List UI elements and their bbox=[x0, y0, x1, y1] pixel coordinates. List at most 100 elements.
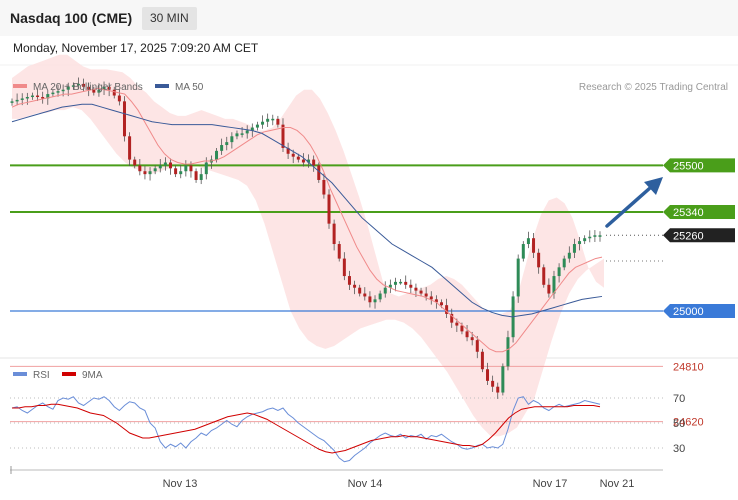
candle bbox=[261, 115, 265, 129]
ma20-legend-swatch bbox=[13, 84, 27, 88]
candle bbox=[128, 132, 132, 166]
candle bbox=[271, 114, 275, 126]
candle bbox=[557, 263, 561, 283]
legend-rsi-label: RSI bbox=[33, 370, 50, 381]
candle bbox=[317, 162, 321, 183]
candle bbox=[368, 291, 372, 308]
candle bbox=[281, 118, 285, 153]
candle bbox=[516, 254, 520, 303]
candle bbox=[10, 98, 14, 106]
candle bbox=[255, 121, 259, 131]
candle bbox=[158, 159, 162, 173]
legend-ma20-label: MA 20 + Bollinger Bands bbox=[33, 82, 143, 93]
candle bbox=[526, 231, 530, 249]
credit-label: Research © 2025 Trading Central bbox=[579, 82, 728, 93]
level-tag-text: 25260 bbox=[673, 230, 704, 242]
candle bbox=[598, 231, 602, 242]
candle bbox=[179, 164, 183, 179]
legend-rsi-ma-label: 9MA bbox=[82, 370, 103, 381]
bollinger-band bbox=[12, 54, 604, 437]
candle bbox=[327, 189, 331, 229]
candle bbox=[296, 153, 300, 163]
level-tag-text: 25500 bbox=[673, 160, 704, 172]
candle bbox=[82, 78, 86, 93]
candle bbox=[245, 125, 249, 139]
candle bbox=[342, 252, 346, 281]
candle bbox=[322, 173, 326, 199]
candle bbox=[148, 167, 152, 181]
candle bbox=[163, 157, 167, 171]
level-tag-25500: 25500 bbox=[663, 158, 735, 173]
instrument-title: Nasdaq 100 (CME) bbox=[10, 10, 133, 26]
candle bbox=[537, 248, 541, 274]
candle bbox=[76, 77, 80, 90]
timeframe-badge[interactable]: 30 MIN bbox=[142, 7, 197, 30]
candle bbox=[593, 230, 597, 242]
candle bbox=[445, 298, 449, 318]
x-tick-label: Nov 14 bbox=[348, 478, 383, 490]
candle bbox=[133, 156, 137, 169]
candle bbox=[337, 241, 341, 262]
candle bbox=[332, 219, 336, 251]
candle bbox=[399, 278, 403, 285]
candle bbox=[184, 160, 188, 177]
level-tag-25340: 25340 bbox=[663, 205, 735, 219]
candle bbox=[71, 82, 75, 90]
candle bbox=[562, 255, 566, 271]
candle bbox=[102, 81, 106, 95]
candle bbox=[465, 324, 469, 342]
level-tag-text: 25340 bbox=[673, 207, 704, 219]
candle bbox=[532, 232, 536, 259]
rsi-ma-line bbox=[12, 403, 601, 454]
candle bbox=[276, 115, 280, 128]
candle bbox=[312, 155, 316, 172]
candle bbox=[92, 86, 96, 96]
candle bbox=[138, 159, 142, 176]
candle bbox=[41, 91, 45, 104]
header-bar: Nasdaq 100 (CME) 30 MIN bbox=[0, 0, 738, 36]
level-tag-25000: 25000 bbox=[663, 304, 735, 318]
candle bbox=[87, 82, 91, 97]
candle bbox=[30, 92, 34, 100]
x-tick-label: Nov 21 bbox=[600, 478, 635, 490]
candle bbox=[174, 165, 178, 178]
x-tick-label: Nov 13 bbox=[163, 478, 198, 490]
candle bbox=[383, 281, 387, 298]
candle bbox=[122, 96, 126, 142]
candle bbox=[496, 382, 500, 399]
candle bbox=[373, 295, 377, 309]
candle bbox=[378, 290, 382, 303]
ma20-line bbox=[11, 87, 603, 353]
level-tag-text: 24810 bbox=[673, 361, 704, 373]
level-tag-25260: 25260 bbox=[663, 228, 735, 243]
candle bbox=[194, 168, 198, 183]
candle bbox=[169, 158, 173, 175]
candle bbox=[199, 167, 203, 185]
candle bbox=[552, 270, 556, 299]
candle bbox=[583, 235, 587, 245]
candle bbox=[521, 241, 525, 262]
x-tick-label: Nov 17 bbox=[533, 478, 568, 490]
candle bbox=[480, 348, 484, 373]
candle bbox=[117, 89, 121, 106]
ma50-line bbox=[11, 103, 603, 318]
forecast-arrow-shaft bbox=[605, 186, 652, 228]
level-tag-text: 24620 bbox=[673, 417, 704, 429]
candle bbox=[97, 83, 101, 97]
candle bbox=[112, 86, 116, 99]
candle bbox=[404, 275, 408, 289]
candle bbox=[450, 308, 454, 328]
level-tag-24810: 24810 bbox=[673, 361, 704, 373]
candle bbox=[501, 363, 505, 396]
candle bbox=[475, 336, 479, 359]
candle bbox=[547, 278, 551, 298]
candle bbox=[225, 136, 229, 151]
level-tag-text: 25000 bbox=[673, 306, 704, 318]
candle bbox=[230, 132, 234, 149]
candle bbox=[235, 130, 239, 140]
datetime-label: Monday, November 17, 2025 7:09:20 AM CET bbox=[13, 41, 259, 55]
legend-ma50-label: MA 50 bbox=[175, 82, 204, 93]
rsi-tick-label: 30 bbox=[673, 443, 685, 455]
